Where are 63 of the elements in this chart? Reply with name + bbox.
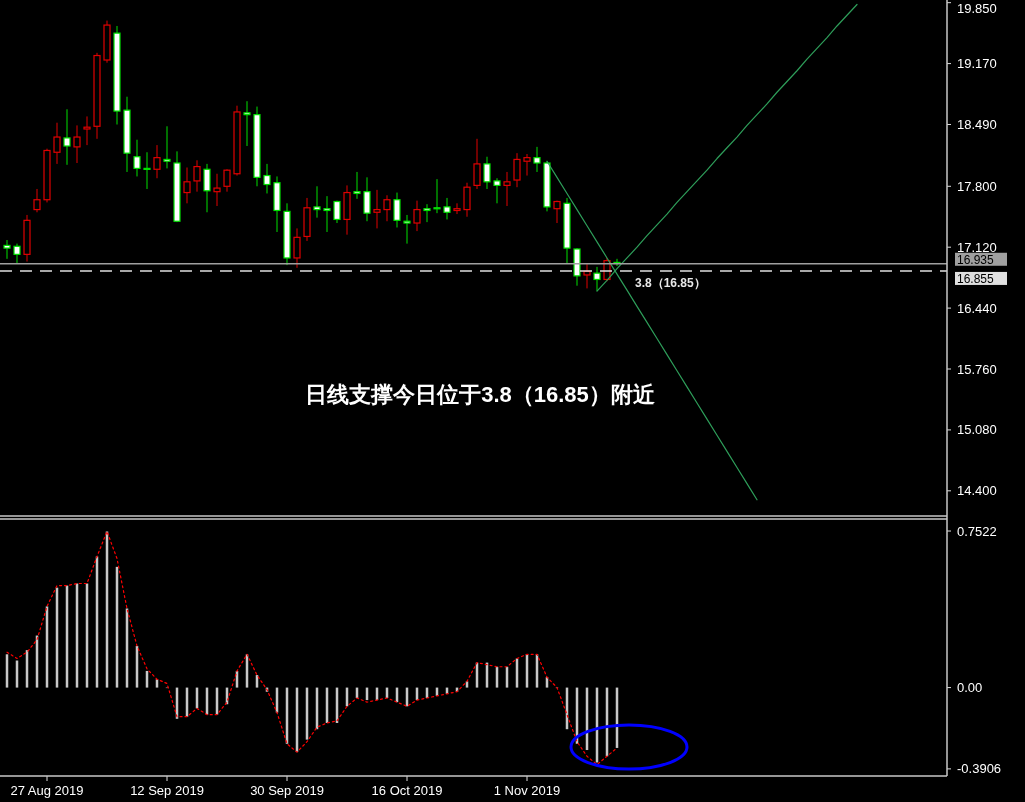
candlestick	[533, 146, 541, 173]
candlestick	[593, 266, 601, 292]
y-tick-label: 15.760	[957, 361, 997, 377]
candlestick	[433, 178, 441, 214]
candlestick	[183, 166, 191, 204]
candlestick	[363, 176, 371, 222]
ref-line-label: 16.855	[957, 271, 995, 286]
candlestick	[393, 192, 401, 228]
candlestick	[503, 171, 511, 207]
candlestick	[493, 177, 501, 204]
y-tick-label: 16.440	[957, 300, 997, 316]
y-tick-label: 19.170	[957, 56, 997, 72]
candlestick	[33, 188, 41, 213]
candlestick	[153, 144, 161, 179]
x-tick-label: 1 Nov 2019	[493, 782, 561, 798]
candlestick	[513, 152, 521, 188]
candlestick	[293, 227, 301, 269]
candlestick	[423, 203, 431, 223]
candlestick	[443, 197, 451, 220]
candlestick	[383, 194, 391, 222]
candlestick	[193, 159, 201, 193]
y-tick-label: -0.3906	[957, 761, 1002, 777]
y-tick-label: 0.00	[957, 680, 983, 696]
candlestick	[483, 156, 491, 190]
candlestick	[413, 200, 421, 232]
annotation: 3.8（16.85）	[635, 275, 706, 290]
candlestick	[263, 163, 271, 194]
candlestick	[463, 182, 471, 218]
candlestick	[133, 139, 141, 177]
candlestick	[53, 122, 61, 165]
candlestick	[453, 202, 461, 215]
candlestick	[63, 108, 71, 166]
x-tick-label: 27 Aug 2019	[10, 782, 84, 798]
candlestick	[223, 168, 231, 193]
y-tick-label: 17.800	[957, 178, 997, 194]
candlestick	[143, 151, 151, 190]
y-tick-label: 18.490	[957, 117, 997, 132]
candlestick	[163, 125, 171, 169]
candlestick	[3, 239, 11, 260]
y-tick-label: 0.7522	[957, 523, 997, 539]
candlestick	[213, 173, 221, 207]
annotation: 日线支撑今日位于3.8（16.85）附近	[305, 381, 655, 407]
y-tick-label: 17.120	[957, 239, 997, 255]
candlestick	[403, 214, 411, 245]
candlestick	[323, 195, 331, 233]
candlestick	[353, 171, 361, 200]
x-tick-label: 12 Sep 2019	[130, 782, 204, 798]
candlestick	[83, 115, 91, 146]
candlestick	[373, 189, 381, 229]
candlestick	[203, 163, 211, 213]
line-series	[6, 530, 618, 766]
candlestick	[73, 124, 81, 164]
y-tick-label: 19.850	[957, 0, 997, 16]
x-tick-label: 16 Oct 2019	[371, 782, 443, 798]
y-tick-label: 14.400	[957, 483, 997, 499]
candlestick	[523, 153, 531, 177]
y-tick-label: 15.080	[957, 422, 997, 438]
x-tick-label: 30 Sep 2019	[250, 782, 324, 798]
candlestick	[13, 243, 21, 264]
candlestick	[313, 185, 321, 219]
candlestick	[243, 100, 251, 147]
ref-line-label: 16.935	[957, 252, 995, 267]
candlestick	[473, 138, 481, 190]
